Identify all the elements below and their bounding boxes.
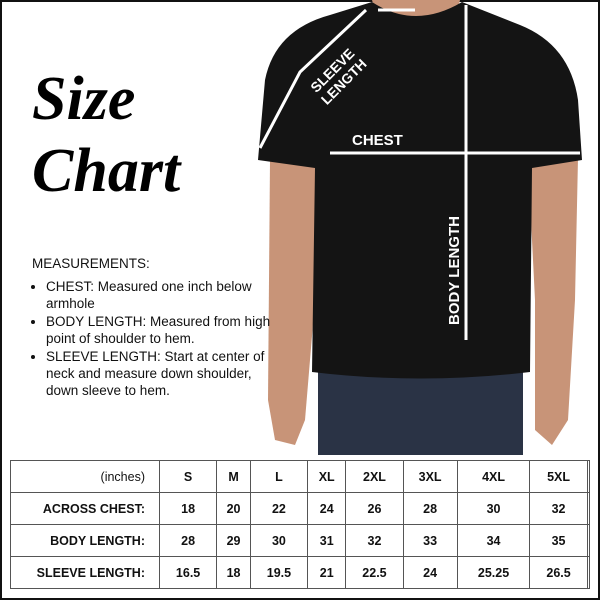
table-cell: 26 bbox=[345, 492, 404, 525]
table-cell: 35 bbox=[529, 524, 588, 557]
table-cell: 28 bbox=[158, 524, 218, 557]
row-label: SLEEVE LENGTH: bbox=[10, 556, 160, 589]
size-header: S bbox=[158, 460, 218, 493]
table-cell: 33 bbox=[402, 524, 458, 557]
title-line-2: Chart bbox=[32, 137, 181, 205]
table-cell bbox=[586, 556, 591, 589]
table-row: SLEEVE LENGTH: 16.5 18 19.5 21 22.5 24 2… bbox=[10, 556, 591, 589]
table-cell: 19.5 bbox=[249, 556, 309, 589]
table-row: BODY LENGTH: 28 29 30 31 32 33 34 35 bbox=[10, 524, 591, 557]
table-cell: 32 bbox=[529, 492, 588, 525]
table-cell bbox=[586, 524, 591, 557]
table-cell: 31 bbox=[307, 524, 347, 557]
table-cell: 24 bbox=[307, 492, 347, 525]
size-header: M bbox=[216, 460, 251, 493]
table-cell: 34 bbox=[456, 524, 531, 557]
measurement-body-length: BODY LENGTH: Measured from high point of… bbox=[46, 313, 282, 347]
table-cell: 20 bbox=[216, 492, 251, 525]
tshirt-model-illustration bbox=[258, 0, 582, 455]
table-cell: 32 bbox=[345, 524, 404, 557]
sleeve-length-line bbox=[258, 8, 368, 149]
row-label: ACROSS CHEST: bbox=[10, 492, 160, 525]
size-header: XL bbox=[307, 460, 347, 493]
table-row: ACROSS CHEST: 18 20 22 24 26 28 30 32 bbox=[10, 492, 591, 525]
table-cell: 22.5 bbox=[345, 556, 404, 589]
size-header: 5XL bbox=[529, 460, 588, 493]
table-cell: 29 bbox=[216, 524, 251, 557]
size-header: L bbox=[249, 460, 309, 493]
table-header-row: (inches) S M L XL 2XL 3XL 4XL 5XL bbox=[10, 460, 591, 493]
table-cell: 18 bbox=[216, 556, 251, 589]
measurement-sleeve-length: SLEEVE LENGTH: Start at center of neck a… bbox=[46, 348, 282, 399]
left-arm bbox=[268, 160, 318, 445]
title-line-1: Size bbox=[32, 65, 136, 133]
table-cell bbox=[586, 492, 591, 525]
measurements-section: MEASUREMENTS: CHEST: Measured one inch b… bbox=[32, 255, 282, 400]
size-header: 2XL bbox=[345, 460, 404, 493]
size-table: (inches) S M L XL 2XL 3XL 4XL 5XL ACROSS… bbox=[10, 460, 591, 589]
right-arm bbox=[528, 158, 578, 445]
size-header bbox=[586, 460, 591, 493]
table-cell: 26.5 bbox=[529, 556, 588, 589]
table-cell: 30 bbox=[456, 492, 531, 525]
unit-cell: (inches) bbox=[10, 460, 160, 493]
table-cell: 18 bbox=[158, 492, 218, 525]
table-cell: 22 bbox=[249, 492, 309, 525]
table-cell: 25.25 bbox=[456, 556, 531, 589]
table-cell: 16.5 bbox=[158, 556, 218, 589]
table-cell: 30 bbox=[249, 524, 309, 557]
table-cell: 28 bbox=[402, 492, 458, 525]
tshirt bbox=[258, 2, 582, 379]
row-label: BODY LENGTH: bbox=[10, 524, 160, 557]
table-cell: 21 bbox=[307, 556, 347, 589]
table-cell: 24 bbox=[402, 556, 458, 589]
size-header: 3XL bbox=[402, 460, 458, 493]
size-header: 4XL bbox=[456, 460, 531, 493]
chest-label: CHEST bbox=[352, 132, 403, 149]
body-length-label: BODY LENGTH bbox=[445, 216, 463, 325]
measurements-heading: MEASUREMENTS: bbox=[32, 256, 150, 271]
measurement-chest: CHEST: Measured one inch below armhole bbox=[46, 278, 282, 312]
